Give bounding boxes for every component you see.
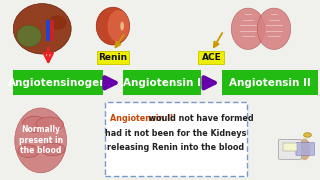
Text: Angiotensin I: Angiotensin I xyxy=(123,78,201,88)
Ellipse shape xyxy=(96,7,130,45)
Ellipse shape xyxy=(41,143,65,156)
FancyBboxPatch shape xyxy=(198,51,224,64)
FancyBboxPatch shape xyxy=(105,102,246,176)
FancyBboxPatch shape xyxy=(13,70,103,95)
Text: Normally
present in
the blood: Normally present in the blood xyxy=(19,125,63,155)
Text: ACE: ACE xyxy=(202,53,221,62)
Ellipse shape xyxy=(36,117,64,131)
Text: Angiotensin II: Angiotensin II xyxy=(229,78,311,88)
FancyBboxPatch shape xyxy=(97,51,129,64)
Ellipse shape xyxy=(120,22,124,31)
Text: releasing Renin into the blood: releasing Renin into the blood xyxy=(107,143,244,152)
FancyBboxPatch shape xyxy=(51,20,54,41)
FancyBboxPatch shape xyxy=(278,140,301,159)
Ellipse shape xyxy=(18,145,39,158)
Ellipse shape xyxy=(231,8,265,50)
FancyBboxPatch shape xyxy=(222,70,318,95)
FancyBboxPatch shape xyxy=(46,20,51,41)
Text: Angiotensin II: Angiotensin II xyxy=(110,114,173,123)
Text: Angiotensinogen: Angiotensinogen xyxy=(8,78,108,88)
Text: had it not been for the Kidneys: had it not been for the Kidneys xyxy=(105,129,246,138)
Ellipse shape xyxy=(48,15,67,30)
Ellipse shape xyxy=(13,4,71,54)
Ellipse shape xyxy=(304,133,311,137)
FancyBboxPatch shape xyxy=(296,143,315,155)
Ellipse shape xyxy=(257,8,291,50)
FancyBboxPatch shape xyxy=(283,143,297,151)
Ellipse shape xyxy=(108,10,129,42)
Text: would not have formed: would not have formed xyxy=(146,114,253,123)
Text: Renin: Renin xyxy=(98,53,127,62)
Ellipse shape xyxy=(298,139,311,160)
Ellipse shape xyxy=(22,116,47,132)
FancyBboxPatch shape xyxy=(123,70,201,95)
Ellipse shape xyxy=(17,25,41,47)
Ellipse shape xyxy=(15,108,67,173)
